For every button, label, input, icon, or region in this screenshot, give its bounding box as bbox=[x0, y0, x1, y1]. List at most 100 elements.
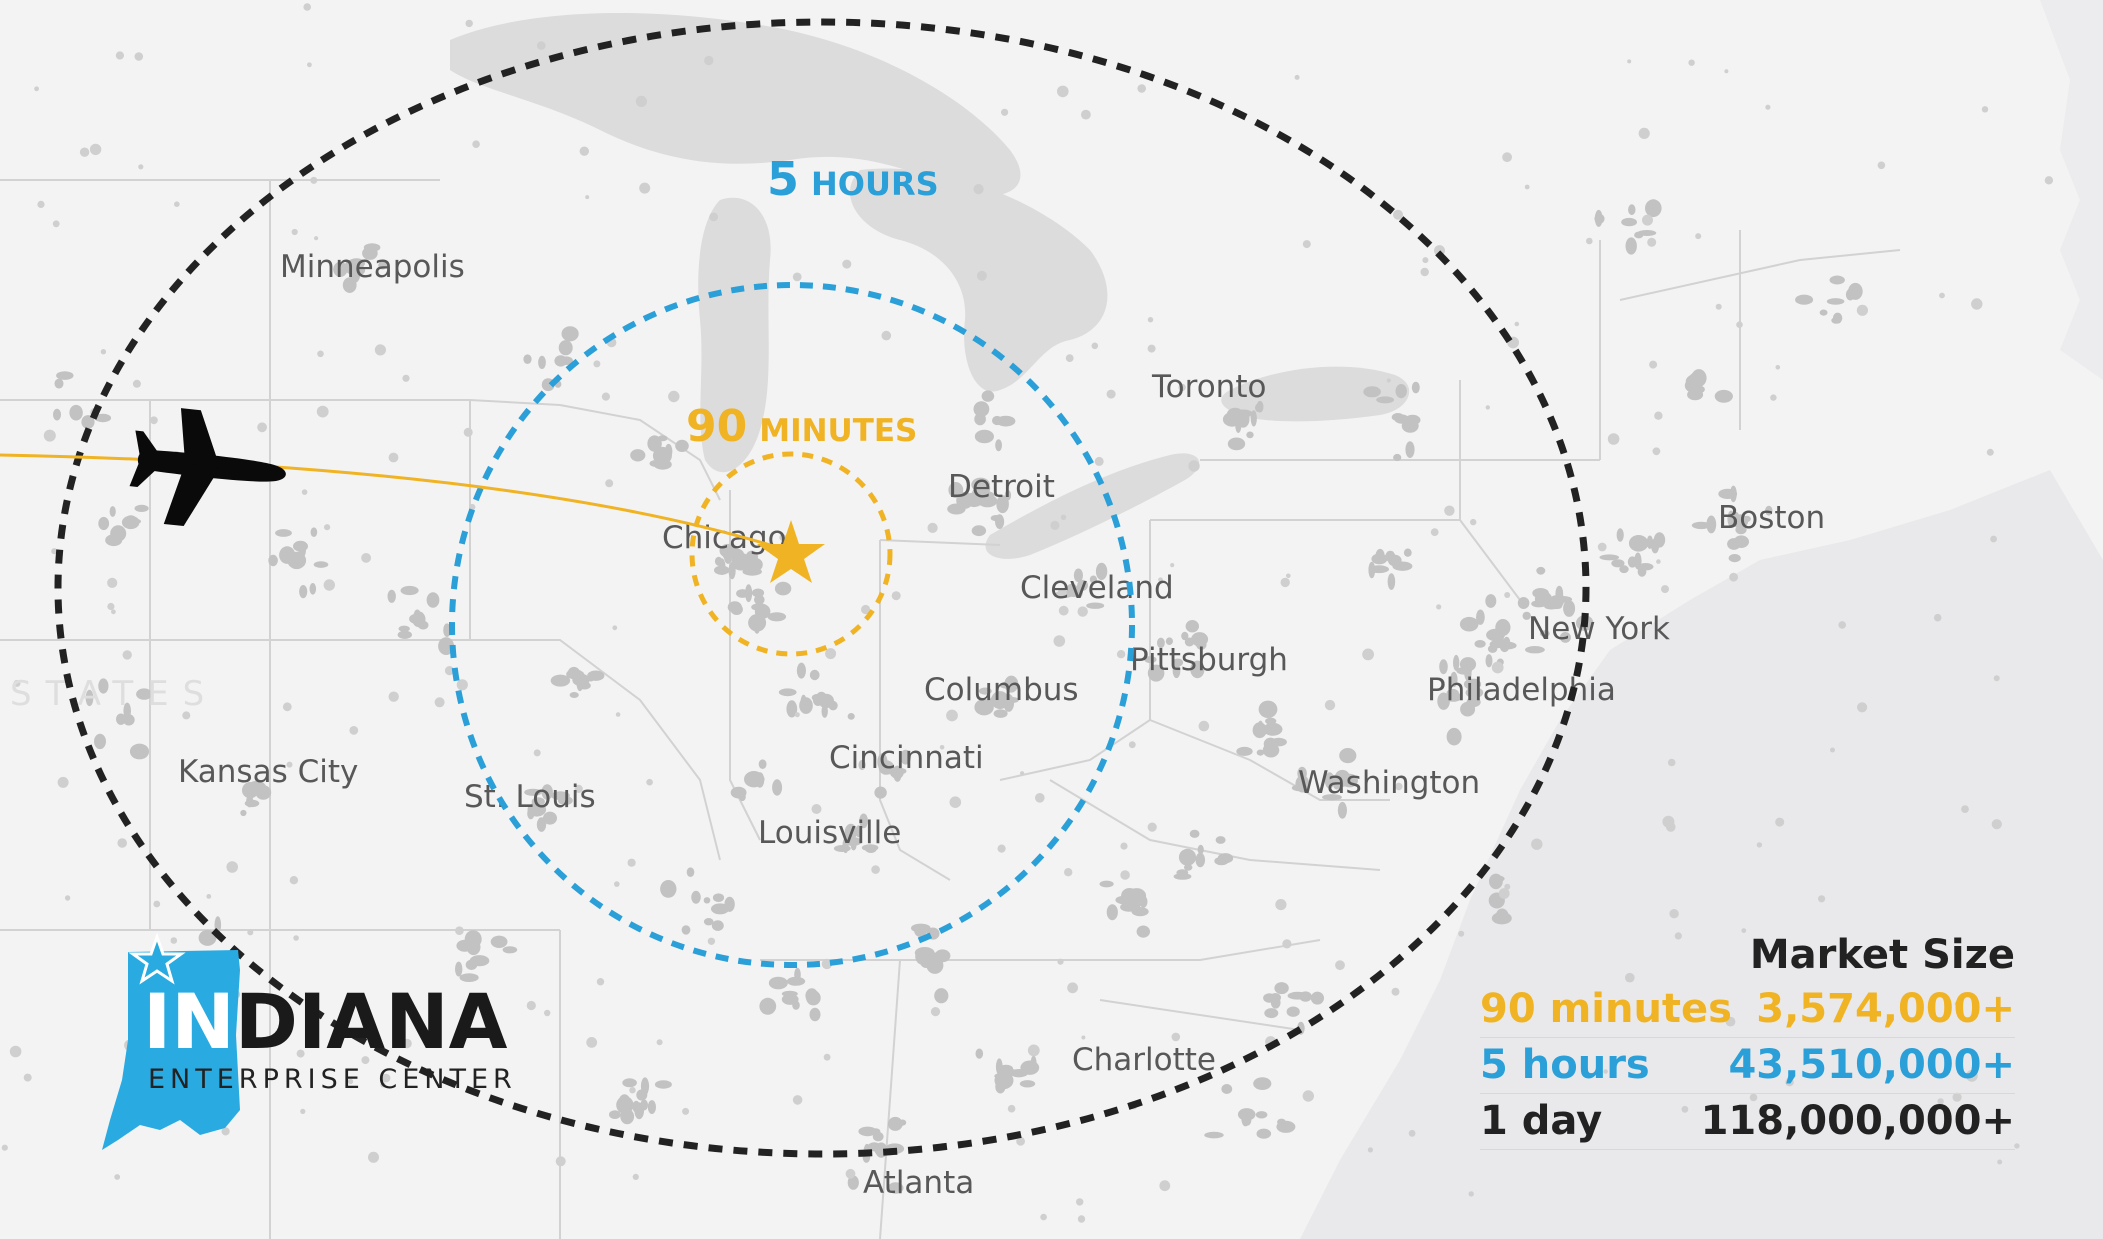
urban-area bbox=[289, 876, 299, 885]
urban-area bbox=[647, 435, 662, 452]
urban-area bbox=[825, 648, 837, 660]
urban-area bbox=[1654, 411, 1663, 420]
urban-area bbox=[1197, 844, 1204, 855]
urban-area bbox=[675, 439, 689, 452]
urban-area bbox=[247, 929, 254, 936]
urban-area bbox=[1765, 104, 1771, 110]
urban-area bbox=[1255, 1111, 1268, 1119]
urban-area bbox=[1227, 437, 1246, 451]
urban-area bbox=[612, 625, 618, 631]
urban-area bbox=[1652, 447, 1661, 456]
urban-area bbox=[1137, 894, 1146, 902]
urban-area bbox=[1184, 637, 1195, 647]
urban-area bbox=[43, 429, 56, 442]
urban-area bbox=[1411, 381, 1420, 394]
urban-area bbox=[361, 1056, 370, 1065]
urban-area bbox=[1007, 1104, 1016, 1113]
urban-area bbox=[1986, 448, 1994, 456]
urban-area bbox=[1625, 972, 1635, 983]
urban-area bbox=[593, 360, 601, 368]
urban-area bbox=[1291, 784, 1307, 792]
urban-area bbox=[1627, 59, 1632, 64]
urban-area bbox=[116, 713, 126, 725]
urban-area bbox=[1120, 870, 1130, 880]
urban-area bbox=[362, 246, 378, 260]
urban-area bbox=[1060, 514, 1067, 520]
urban-area bbox=[704, 55, 714, 66]
urban-area bbox=[927, 522, 938, 534]
urban-area bbox=[313, 561, 329, 568]
urban-area bbox=[1599, 554, 1620, 561]
urban-area bbox=[2014, 1143, 2020, 1149]
urban-area bbox=[1190, 660, 1205, 679]
urban-area bbox=[1645, 199, 1662, 218]
urban-area bbox=[51, 548, 58, 555]
urban-area bbox=[1204, 1131, 1224, 1139]
urban-area bbox=[1586, 237, 1593, 245]
urban-area bbox=[981, 390, 995, 402]
urban-area bbox=[1795, 294, 1814, 305]
urban-area bbox=[1597, 542, 1607, 552]
urban-area bbox=[301, 489, 308, 495]
urban-area bbox=[472, 140, 480, 148]
city-label: Pittsburgh bbox=[1130, 642, 1288, 678]
urban-area bbox=[948, 482, 964, 498]
city-labels: Minneapolis Toronto Detroit Chicago Bost… bbox=[178, 249, 1825, 1201]
urban-area bbox=[811, 804, 822, 814]
urban-area bbox=[744, 771, 764, 788]
urban-area bbox=[1130, 901, 1141, 909]
urban-area bbox=[1064, 868, 1073, 877]
urban-area bbox=[434, 697, 445, 708]
urban-area bbox=[1706, 515, 1717, 534]
urban-area bbox=[85, 689, 94, 707]
urban-area bbox=[1524, 184, 1530, 190]
market-row: 90 minutes 3,574,000+ bbox=[1480, 982, 2015, 1038]
urban-area bbox=[1274, 982, 1289, 995]
city-label: Louisville bbox=[758, 815, 901, 851]
urban-area bbox=[537, 41, 546, 50]
urban-area bbox=[974, 699, 994, 716]
urban-area bbox=[561, 326, 579, 342]
urban-area bbox=[1081, 1035, 1086, 1040]
urban-area bbox=[470, 941, 478, 952]
urban-area bbox=[1470, 518, 1477, 526]
urban-area bbox=[550, 674, 571, 687]
urban-area bbox=[94, 413, 112, 423]
urban-area bbox=[615, 712, 621, 717]
urban-area bbox=[381, 1073, 391, 1083]
urban-area bbox=[660, 880, 677, 898]
ninety-minutes-label: 90 MINUTES bbox=[686, 401, 917, 452]
urban-area bbox=[206, 894, 212, 899]
urban-area bbox=[1669, 909, 1679, 919]
urban-area bbox=[999, 1068, 1019, 1075]
urban-area bbox=[993, 709, 1008, 718]
urban-area bbox=[630, 449, 646, 462]
urban-area bbox=[296, 1049, 305, 1058]
urban-area bbox=[996, 415, 1016, 427]
urban-area bbox=[1335, 960, 1345, 971]
urban-area bbox=[502, 946, 518, 954]
urban-area bbox=[759, 997, 777, 1015]
urban-area bbox=[1035, 793, 1045, 803]
urban-area bbox=[779, 534, 787, 541]
urban-area bbox=[754, 623, 760, 634]
urban-area bbox=[1081, 109, 1091, 120]
urban-area bbox=[246, 784, 254, 795]
urban-area bbox=[282, 702, 292, 712]
urban-area bbox=[1185, 620, 1200, 633]
urban-area bbox=[465, 19, 473, 28]
urban-area bbox=[1363, 386, 1381, 398]
urban-area bbox=[1050, 520, 1060, 531]
urban-area bbox=[1386, 378, 1391, 383]
urban-area bbox=[1459, 616, 1479, 632]
urban-area bbox=[632, 1173, 639, 1180]
urban-area bbox=[1495, 619, 1511, 636]
urban-area bbox=[1376, 396, 1394, 404]
lake-superior bbox=[450, 12, 1021, 196]
urban-area bbox=[1128, 741, 1136, 749]
urban-area bbox=[601, 392, 611, 401]
logo-name: INDIANA bbox=[143, 977, 508, 1066]
urban-area bbox=[198, 929, 217, 946]
urban-area bbox=[1236, 746, 1253, 757]
urban-area bbox=[639, 182, 651, 194]
